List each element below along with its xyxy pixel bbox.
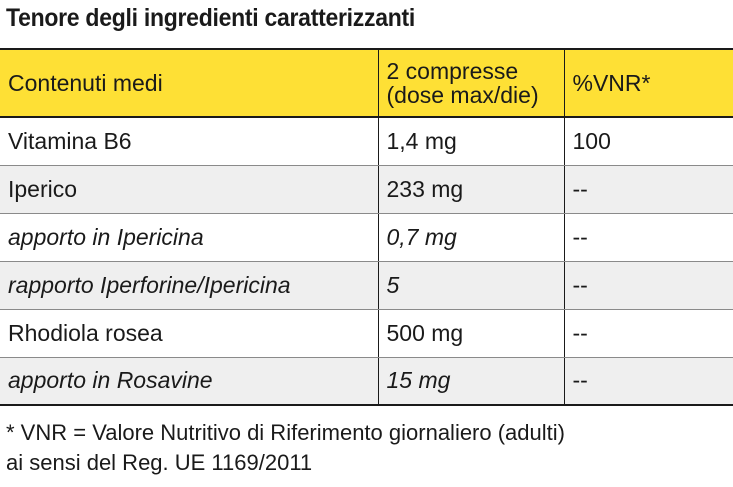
footnote: * VNR = Valore Nutritivo di Riferimento … [6, 418, 565, 478]
footnote-line-1: * VNR = Valore Nutritivo di Riferimento … [6, 420, 565, 445]
cell-amount: 1,4 mg [377, 117, 564, 166]
table-header-row: Contenuti medi 2 compresse (dose max/die)… [0, 48, 733, 118]
table-row: Iperico 233 mg -- [0, 165, 733, 214]
footnote-line-2: ai sensi del Reg. UE 1169/2011 [6, 450, 313, 475]
table-row: apporto in Rosavine 15 mg -- [0, 357, 733, 406]
cell-vnr: 100 [563, 117, 733, 166]
header-dose-line-2: (dose max/die) [386, 82, 539, 108]
header-dose: 2 compresse (dose max/die) [377, 48, 564, 118]
table-row: apporto in Ipericina 0,7 mg -- [0, 213, 733, 262]
cell-vnr: -- [563, 165, 733, 214]
cell-ingredient: rapporto Iperforine/Ipericina [0, 261, 378, 310]
header-dose-line-1: 2 compresse [386, 58, 519, 84]
header-ingredient: Contenuti medi [0, 48, 378, 118]
ingredients-table: Contenuti medi 2 compresse (dose max/die)… [0, 48, 733, 406]
cell-vnr: -- [563, 357, 733, 406]
cell-ingredient: Vitamina B6 [0, 117, 378, 166]
cell-ingredient: Iperico [0, 165, 378, 214]
cell-amount: 15 mg [377, 357, 564, 406]
table-row: Vitamina B6 1,4 mg 100 [0, 117, 733, 166]
cell-vnr: -- [563, 213, 733, 262]
table-title: Tenore degli ingredienti caratterizzanti [6, 4, 416, 32]
cell-amount: 5 [377, 261, 564, 310]
cell-vnr: -- [563, 309, 733, 358]
cell-amount: 500 mg [377, 309, 564, 358]
cell-ingredient: Rhodiola rosea [0, 309, 378, 358]
cell-ingredient: apporto in Rosavine [0, 357, 378, 406]
header-vnr: %VNR* [563, 48, 733, 118]
cell-ingredient: apporto in Ipericina [0, 213, 378, 262]
table-row: Rhodiola rosea 500 mg -- [0, 309, 733, 358]
cell-amount: 0,7 mg [377, 213, 564, 262]
table-row: rapporto Iperforine/Ipericina 5 -- [0, 261, 733, 310]
cell-amount: 233 mg [377, 165, 564, 214]
table-body: Vitamina B6 1,4 mg 100 Iperico 233 mg -- appor… [0, 117, 733, 406]
cell-vnr: -- [563, 261, 733, 310]
